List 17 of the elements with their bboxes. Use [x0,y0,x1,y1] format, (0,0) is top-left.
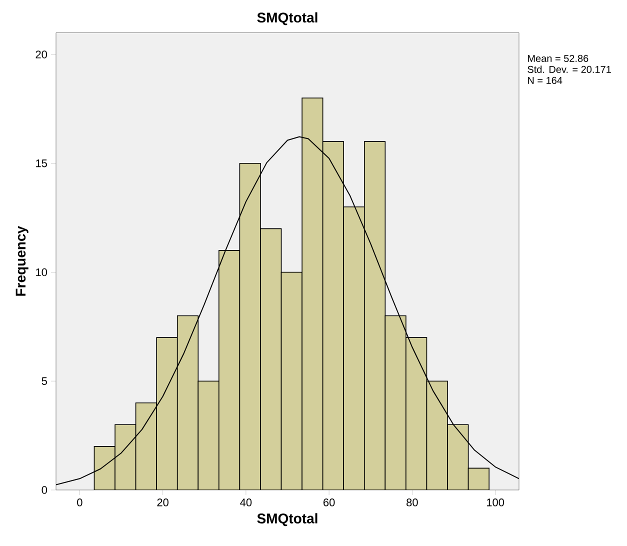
x-axis-title: SMQtotal [257,513,318,526]
y-tick-label: 20 [36,50,48,58]
chart-title: SMQtotal [257,12,318,26]
x-tick-label: 100 [486,498,504,506]
x-tick-label: 20 [157,498,168,506]
text: Std. Dev. = 20.171 [528,66,611,73]
y-axis-title: Frequency [16,226,28,296]
y-tick-label: 5 [42,377,47,385]
y-tick-label: 15 [36,160,47,168]
x-tick-label: 80 [406,498,418,506]
y-tick-label: 10 [36,268,48,276]
x-tick-label: 40 [240,498,252,506]
y-tick-label: 0 [42,486,48,494]
x-tick-label: 0 [77,498,82,506]
text: Mean = 52.86 [528,54,588,62]
x-tick-label: 60 [324,498,335,506]
text: N = 164 [528,76,562,84]
